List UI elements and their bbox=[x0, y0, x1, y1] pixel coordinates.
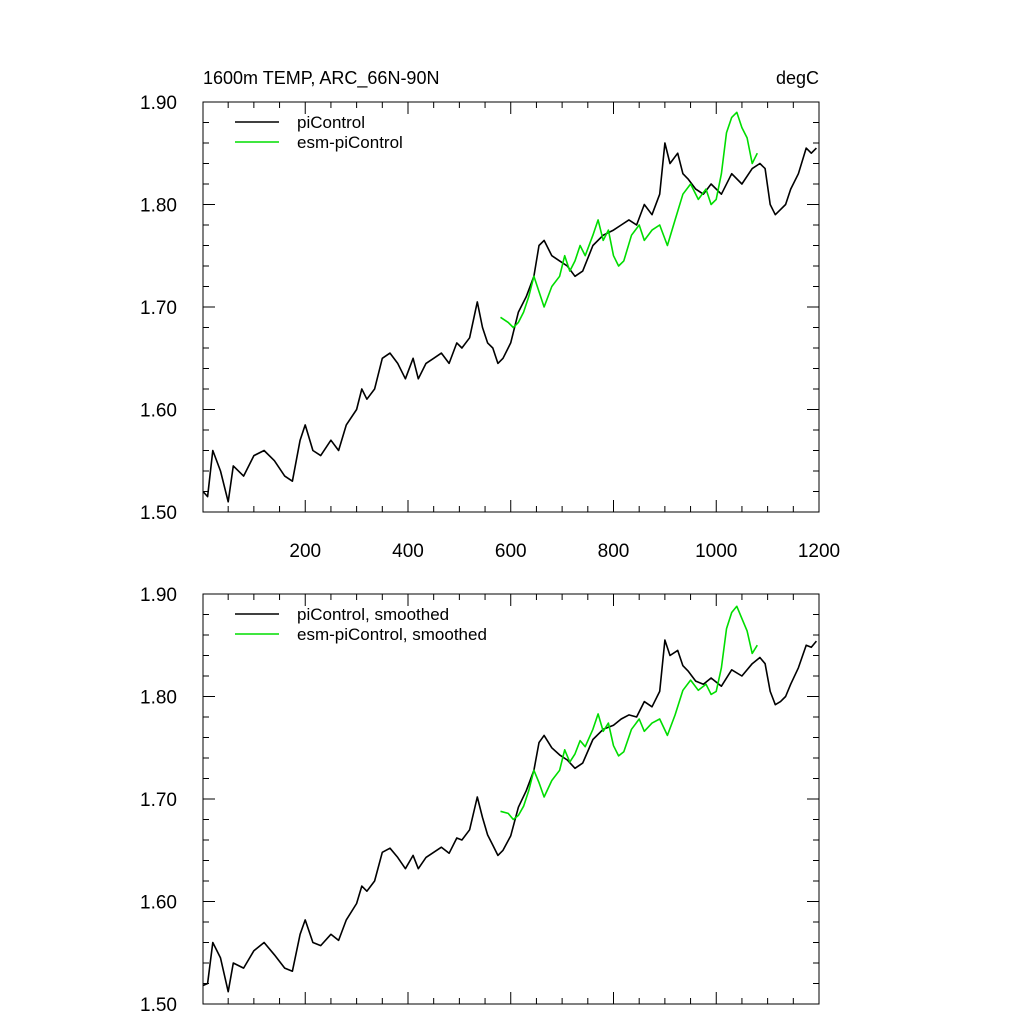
x-tick-label: 400 bbox=[392, 541, 424, 562]
x-tick-label: 200 bbox=[289, 541, 321, 562]
y-tick-label: 1.60 bbox=[140, 401, 177, 422]
y-tick-label: 1.80 bbox=[140, 688, 177, 709]
plot-frame-2 bbox=[202, 593, 820, 1005]
chart-title: 1600m TEMP, ARC_66N-90N bbox=[203, 68, 439, 89]
x-tick-label: 1000 bbox=[695, 541, 737, 562]
series-line-esm-picontrol-smoothed bbox=[500, 605, 758, 821]
y-tick-label: 1.60 bbox=[140, 893, 177, 914]
y-tick-label: 1.50 bbox=[140, 995, 177, 1016]
x-tick-label: 1200 bbox=[798, 541, 840, 562]
series-line-picontrol-smoothed bbox=[202, 639, 818, 993]
plot-frame-1 bbox=[202, 101, 820, 513]
series-line-picontrol bbox=[202, 142, 817, 503]
legend-label: piControl bbox=[297, 113, 365, 132]
y-tick-label: 1.70 bbox=[140, 298, 177, 319]
x-tick-label: 800 bbox=[598, 541, 630, 562]
series-line-esm-picontrol bbox=[500, 111, 759, 329]
units-label: degC bbox=[776, 68, 819, 88]
y-tick-label: 1.90 bbox=[140, 93, 177, 114]
y-tick-label: 1.70 bbox=[140, 790, 177, 811]
y-tick-label: 1.90 bbox=[140, 585, 177, 606]
x-tick-label: 600 bbox=[495, 541, 527, 562]
y-tick-label: 1.50 bbox=[140, 503, 177, 524]
y-tick-label: 1.80 bbox=[140, 196, 177, 217]
legend-label: esm-piControl bbox=[297, 133, 403, 152]
legend-label: esm-piControl, smoothed bbox=[297, 625, 487, 644]
legend-label: piControl, smoothed bbox=[297, 605, 449, 624]
